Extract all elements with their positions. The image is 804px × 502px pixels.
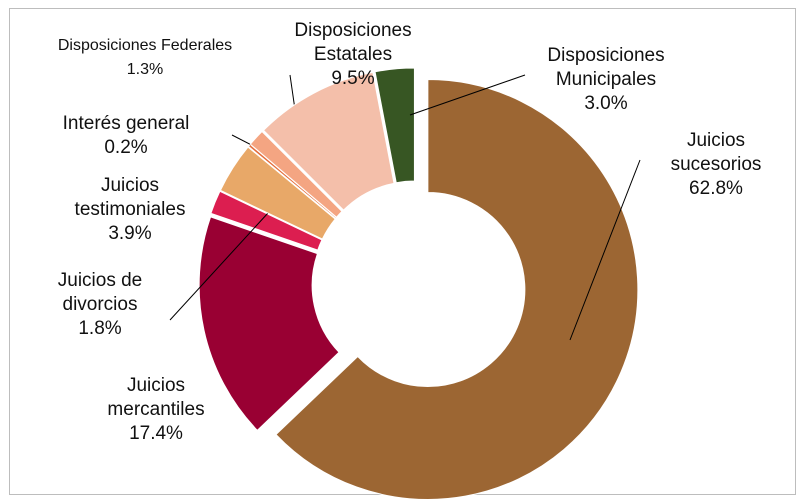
label-value: 1.8% — [78, 318, 122, 339]
data-label: Juicios sucesorios 62.8% — [671, 129, 762, 201]
leader-line — [569, 159, 641, 341]
label-value: 62.8% — [689, 178, 743, 199]
donut-slice — [219, 146, 336, 240]
donut-slice — [210, 190, 323, 251]
data-label: Disposiciones Municipales 3.0% — [547, 44, 664, 116]
label-value: 0.2% — [104, 137, 148, 158]
donut-slice — [249, 130, 343, 218]
label-category: Juicios testimoniales — [74, 175, 186, 220]
label-category: Juicios de divorcios — [57, 270, 143, 315]
leader-line — [409, 74, 526, 116]
label-category: Juicios sucesorios — [670, 130, 762, 175]
label-value: 9.5% — [331, 68, 375, 89]
data-label: Juicios mercantiles 17.4% — [107, 374, 204, 446]
data-label: Interés general 0.2% — [63, 112, 190, 160]
donut-slice — [198, 216, 340, 432]
donut-slice — [374, 67, 415, 184]
data-label: Juicios testimoniales 3.9% — [75, 174, 186, 246]
label-category: Disposiciones Municipales — [547, 45, 665, 90]
label-value: 3.0% — [584, 93, 628, 114]
label-category: Disposiciones Federales — [57, 37, 233, 54]
donut-slice — [275, 79, 639, 500]
data-label: Disposiciones Federales 1.3% — [58, 34, 232, 82]
label-category: Juicios mercantiles — [107, 375, 205, 420]
label-category: Interés general — [62, 113, 190, 134]
data-label: Disposiciones Estatales 9.5% — [294, 19, 411, 91]
leader-line — [169, 212, 269, 321]
label-value: 1.3% — [126, 61, 164, 78]
data-label: Juicios de divorcios 1.8% — [58, 269, 143, 341]
donut-slice — [262, 71, 395, 211]
label-category: Disposiciones Estatales — [294, 20, 412, 65]
label-value: 3.9% — [108, 223, 152, 244]
label-value: 17.4% — [129, 423, 183, 444]
